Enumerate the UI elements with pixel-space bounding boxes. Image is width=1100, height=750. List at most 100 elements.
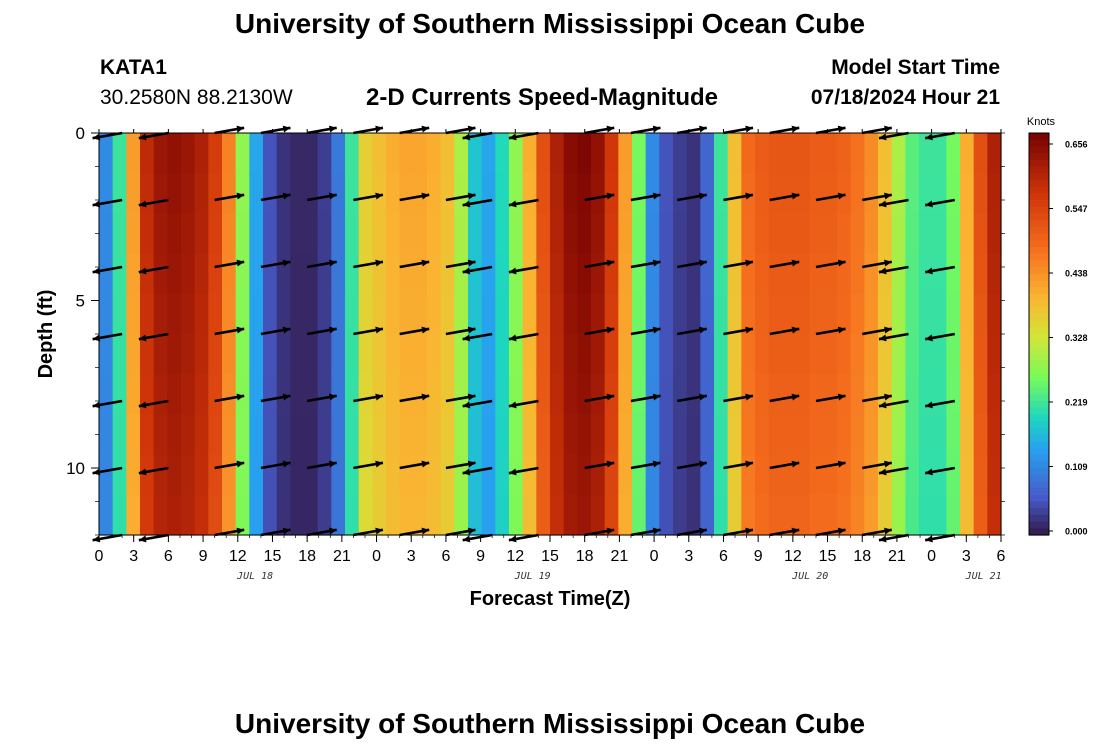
heatmap-cell — [522, 173, 537, 214]
heatmap-cell — [700, 454, 715, 496]
heatmap-cell — [413, 374, 428, 415]
heatmap-cell — [686, 253, 701, 295]
heatmap-cell — [768, 173, 783, 214]
heatmap-cell — [345, 173, 360, 214]
heatmap-cell — [837, 334, 852, 375]
heatmap-cell — [386, 213, 401, 255]
heatmap-cell — [700, 293, 715, 335]
heatmap-cell — [878, 253, 893, 295]
vector-head — [745, 326, 753, 334]
heatmap-cell — [577, 253, 592, 295]
heatmap-cell — [194, 293, 209, 335]
heatmap-cell — [112, 494, 127, 536]
heatmap-cell — [454, 253, 469, 295]
heatmap-cell — [809, 173, 824, 214]
heatmap-cell — [536, 213, 551, 255]
heatmap-cell — [331, 253, 346, 295]
heatmap-cell — [386, 334, 401, 375]
colorbar-segment — [1029, 293, 1049, 302]
heatmap-cell — [850, 293, 865, 335]
x-tick-label: 6 — [164, 548, 173, 565]
heatmap-cell — [99, 414, 114, 456]
heatmap-cell — [932, 334, 947, 375]
heatmap-cell — [454, 494, 469, 536]
heatmap-cell — [905, 454, 920, 496]
colorbar-segment — [1029, 528, 1049, 536]
heatmap-cell — [454, 293, 469, 335]
heatmap-cell — [563, 133, 578, 174]
heatmap-cell — [112, 414, 127, 456]
heatmap-cell — [837, 133, 852, 174]
heatmap-cell — [495, 293, 510, 335]
vector-head — [837, 460, 846, 468]
y-tick-label: 0 — [76, 124, 85, 143]
heatmap-cell — [468, 133, 483, 174]
heatmap-cell — [850, 414, 865, 456]
heatmap-cell — [864, 414, 879, 456]
heatmap-cell — [454, 334, 469, 375]
heatmap-cell — [290, 173, 305, 214]
heatmap-cell — [577, 334, 592, 375]
heatmap-cell — [864, 213, 879, 255]
x-tick-label: 0 — [95, 548, 104, 565]
heatmap-cell — [878, 213, 893, 255]
heatmap-cell — [126, 454, 141, 496]
heatmap-cell — [563, 414, 578, 456]
heatmap-cell — [249, 293, 264, 335]
vector-head — [92, 535, 101, 543]
colorbar-segment — [1029, 427, 1049, 436]
vector-head — [462, 468, 471, 476]
heatmap-cell — [181, 213, 196, 255]
heatmap-cell — [99, 374, 114, 415]
heatmap-cell — [358, 334, 373, 375]
vector-head — [508, 535, 517, 543]
heatmap-cell — [714, 414, 729, 456]
heatmap-cell — [987, 253, 1002, 295]
heatmap-cell — [222, 213, 237, 255]
vector-head — [837, 259, 846, 267]
x-tick-label: 9 — [199, 548, 208, 565]
heatmap-cell — [905, 494, 920, 536]
vector-head — [606, 259, 615, 267]
heatmap-cell — [126, 374, 141, 415]
heatmap-cell — [659, 173, 674, 214]
heatmap-cell — [686, 213, 701, 255]
vector-head — [837, 125, 846, 133]
heatmap-cell — [618, 494, 633, 536]
heatmap-cell — [536, 494, 551, 536]
heatmap-cell — [632, 454, 647, 496]
heatmap-cell — [509, 374, 524, 415]
heatmap-cell — [987, 454, 1002, 496]
heatmap-cell — [372, 213, 387, 255]
heatmap-cell — [536, 414, 551, 456]
heatmap-cell — [345, 454, 360, 496]
heatmap-cell — [864, 454, 879, 496]
heatmap-cell — [700, 133, 715, 174]
heatmap-cell — [563, 293, 578, 335]
heatmap-cell — [304, 173, 319, 214]
heatmap-cell — [99, 494, 114, 536]
heatmap-cell — [686, 173, 701, 214]
heatmap-cell — [850, 133, 865, 174]
heatmap-cell — [768, 414, 783, 456]
heatmap-cell — [686, 133, 701, 174]
heatmap-cell — [823, 414, 838, 456]
heatmap-cell — [973, 494, 988, 536]
heatmap-cell — [987, 374, 1002, 415]
heatmap-cell — [714, 253, 729, 295]
heatmap-cell — [563, 454, 578, 496]
vector-head — [791, 326, 800, 334]
heatmap-cell — [481, 213, 496, 255]
heatmap-cell — [440, 494, 455, 536]
vector-head — [884, 259, 892, 267]
heatmap-cell — [755, 213, 770, 255]
heatmap-cell — [372, 454, 387, 496]
heatmap-cell — [399, 253, 414, 295]
heatmap-cell — [167, 374, 182, 415]
heatmap-cell — [837, 374, 852, 415]
footer-title: University of Southern Mississippi Ocean… — [234, 708, 866, 739]
heatmap-cell — [891, 253, 906, 295]
heatmap-cell — [741, 133, 756, 174]
heatmap-cell — [714, 173, 729, 214]
heatmap-cell — [987, 213, 1002, 255]
